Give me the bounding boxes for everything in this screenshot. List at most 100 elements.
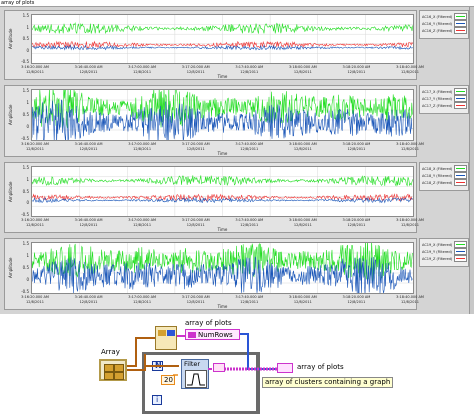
x-tick-label: 3:17:00.000 AM 12/8/2011 — [124, 65, 160, 74]
legend-item[interactable]: AC16_Y (Filtered) — [420, 20, 468, 27]
legend-item[interactable]: AC18_Z (Filtered) — [420, 179, 468, 186]
x-axis-label: Time — [217, 74, 228, 79]
block-diagram: Array array of plots NumRows N i 20 Filt… — [0, 314, 474, 418]
filter-express-vi[interactable]: Filter — [181, 359, 209, 389]
waveform-graph[interactable]: Amplitude 1.5 1 0.5 0 -0.5 3:16:20.000 AM 12/8/… — [4, 162, 424, 233]
x-tick-date: 12/8/2011 — [133, 299, 152, 304]
y-tick-label: 1.5 — [22, 88, 29, 93]
legend-swatch — [454, 248, 467, 255]
x-tick-time: 3:17:00.000 AM — [128, 142, 157, 146]
x-tick-time: 3:18:40.000 AM — [396, 65, 424, 69]
x-tick-label: 3:18:00.000 AM 12/8/2011 — [285, 295, 321, 304]
legend-item[interactable]: AC18_X (Filtered) — [420, 165, 468, 172]
x-tick-time: 3:17:00.000 AM — [128, 65, 157, 69]
series-trace — [32, 90, 413, 129]
legend-label: AC19_X (Filtered) — [422, 242, 453, 247]
array-control[interactable] — [99, 359, 127, 381]
x-tick-time: 3:18:40.000 AM — [396, 295, 424, 299]
series-trace — [32, 175, 413, 187]
vertical-scrollbar[interactable] — [469, 7, 474, 314]
legend-swatch — [454, 20, 467, 27]
x-tick-date: 12/8/2011 — [401, 69, 419, 74]
x-tick-label: 3:18:00.000 AM 12/8/2011 — [285, 65, 321, 74]
x-tick-time: 3:16:20.000 AM — [21, 142, 49, 146]
plot-legend[interactable]: AC18_X (Filtered) AC18_Y (Filtered) AC18_Z… — [419, 162, 469, 191]
numeric-constant[interactable]: 20 — [161, 375, 175, 385]
plot-area[interactable] — [31, 242, 414, 294]
x-tick-time: 3:17:00.000 AM — [128, 295, 157, 299]
y-tick-label: -0.5 — [21, 289, 29, 294]
x-tick-time: 3:16:20.000 AM — [21, 295, 49, 299]
plot-legend[interactable]: AC16_X (Filtered) AC16_Y (Filtered) AC16_Z… — [419, 10, 469, 39]
x-tick-date: 12/8/2011 — [240, 222, 259, 227]
x-tick-time: 3:18:00.000 AM — [288, 142, 317, 146]
y-tick-label: 1.5 — [22, 13, 29, 18]
legend-label: AC18_Y (Filtered) — [422, 173, 452, 178]
x-tick-time: 3:18:00.000 AM — [288, 218, 317, 222]
x-tick-time: 3:16:40.000 AM — [74, 218, 103, 222]
build-array-node[interactable] — [213, 363, 225, 372]
legend-item[interactable]: AC17_Y (Filtered) — [420, 95, 468, 102]
legend-item[interactable]: AC17_Z (Filtered) — [420, 102, 468, 109]
waveform-graph[interactable]: Amplitude 1.5 1 0.5 0 -0.5 3:16:20.000 AM 12/8/… — [4, 238, 424, 310]
y-tick-label: 1 — [26, 176, 29, 182]
plot-legend[interactable]: AC19_X (Filtered) AC19_Y (Filtered) AC19_Z… — [419, 238, 469, 267]
array-of-plots-indicator[interactable] — [277, 363, 293, 373]
y-tick-label: -0.5 — [21, 212, 29, 217]
waveform-plot — [32, 167, 413, 216]
legend-swatch — [454, 88, 467, 95]
iteration-terminal: i — [152, 395, 162, 405]
waveform-plot — [32, 15, 413, 63]
loop-count-terminal[interactable]: N — [152, 361, 163, 371]
legend-item[interactable]: AC19_X (Filtered) — [420, 241, 468, 248]
x-tick-label: 3:16:40.000 AM 12/8/2011 — [71, 142, 107, 151]
numrows-icon — [188, 332, 196, 338]
x-tick-label: 3:16:40.000 AM 12/8/2011 — [71, 295, 107, 304]
plot-area[interactable] — [31, 166, 414, 217]
waveform-graph[interactable]: Amplitude 1.5 1 0.5 0 -0.5 3:16:20.000 AM 12/8/… — [4, 10, 424, 80]
y-axis-label: Amplitude — [8, 28, 13, 50]
legend-label: AC17_X (Filtered) — [422, 89, 453, 94]
x-tick-label: 3:17:20.000 AM 12/8/2011 — [178, 218, 214, 227]
filter-response-icon — [185, 370, 207, 388]
x-tick-time: 3:17:40.000 AM — [235, 65, 264, 69]
y-tick-label: -0.5 — [21, 59, 29, 64]
y-tick-label: 0 — [26, 200, 29, 206]
array-of-plots-indicator-label: array of plots — [297, 363, 344, 371]
x-tick-label: 3:16:40.000 AM 12/8/2011 — [71, 65, 107, 74]
plot-area[interactable] — [31, 89, 414, 141]
numrows-property[interactable]: NumRows — [185, 329, 240, 340]
x-tick-label: 3:18:40.000 AM 12/8/2011 — [392, 142, 428, 151]
x-tick-date: 12/8/2011 — [186, 69, 205, 74]
legend-item[interactable]: AC18_Y (Filtered) — [420, 172, 468, 179]
x-tick-label: 3:17:20.000 AM 12/8/2011 — [178, 142, 214, 151]
array-control-label: Array — [101, 348, 120, 356]
legend-swatch — [454, 27, 467, 34]
legend-item[interactable]: AC19_Z (Filtered) — [420, 255, 468, 262]
legend-swatch — [454, 102, 467, 109]
x-tick-label: 3:17:00.000 AM 12/8/2011 — [124, 218, 160, 227]
x-tick-label: 3:16:20.000 AM 12/8/2011 — [17, 142, 53, 151]
filter-label: Filter — [184, 360, 201, 368]
legend-item[interactable]: AC19_Y (Filtered) — [420, 248, 468, 255]
legend-item[interactable]: AC16_X (Filtered) — [420, 13, 468, 20]
x-tick-date: 12/8/2011 — [133, 222, 152, 227]
x-tick-date: 12/8/2011 — [347, 146, 366, 151]
waveform-graph[interactable]: Amplitude 1.5 1 0.5 0 -0.5 3:16:20.000 AM 12/8/… — [4, 85, 424, 157]
x-tick-time: 3:17:40.000 AM — [235, 218, 264, 222]
window-title: array of plots — [1, 0, 35, 6]
x-tick-time: 3:18:20.000 AM — [342, 218, 371, 222]
legend-label: AC16_Y (Filtered) — [422, 21, 452, 26]
numrows-label: NumRows — [198, 331, 233, 339]
property-node[interactable] — [155, 326, 177, 350]
plot-legend[interactable]: AC17_X (Filtered) AC17_Y (Filtered) AC17_Z… — [419, 85, 469, 114]
x-tick-date: 12/8/2011 — [347, 69, 366, 74]
for-loop[interactable]: N i 20 Filter — [142, 352, 260, 414]
legend-item[interactable]: AC17_X (Filtered) — [420, 88, 468, 95]
x-tick-time: 3:16:40.000 AM — [74, 142, 103, 146]
legend-item[interactable]: AC16_Z (Filtered) — [420, 27, 468, 34]
plot-area[interactable] — [31, 14, 414, 64]
x-axis-label: Time — [217, 304, 228, 309]
x-tick-label: 3:18:00.000 AM 12/8/2011 — [285, 142, 321, 151]
series-trace — [32, 44, 413, 51]
